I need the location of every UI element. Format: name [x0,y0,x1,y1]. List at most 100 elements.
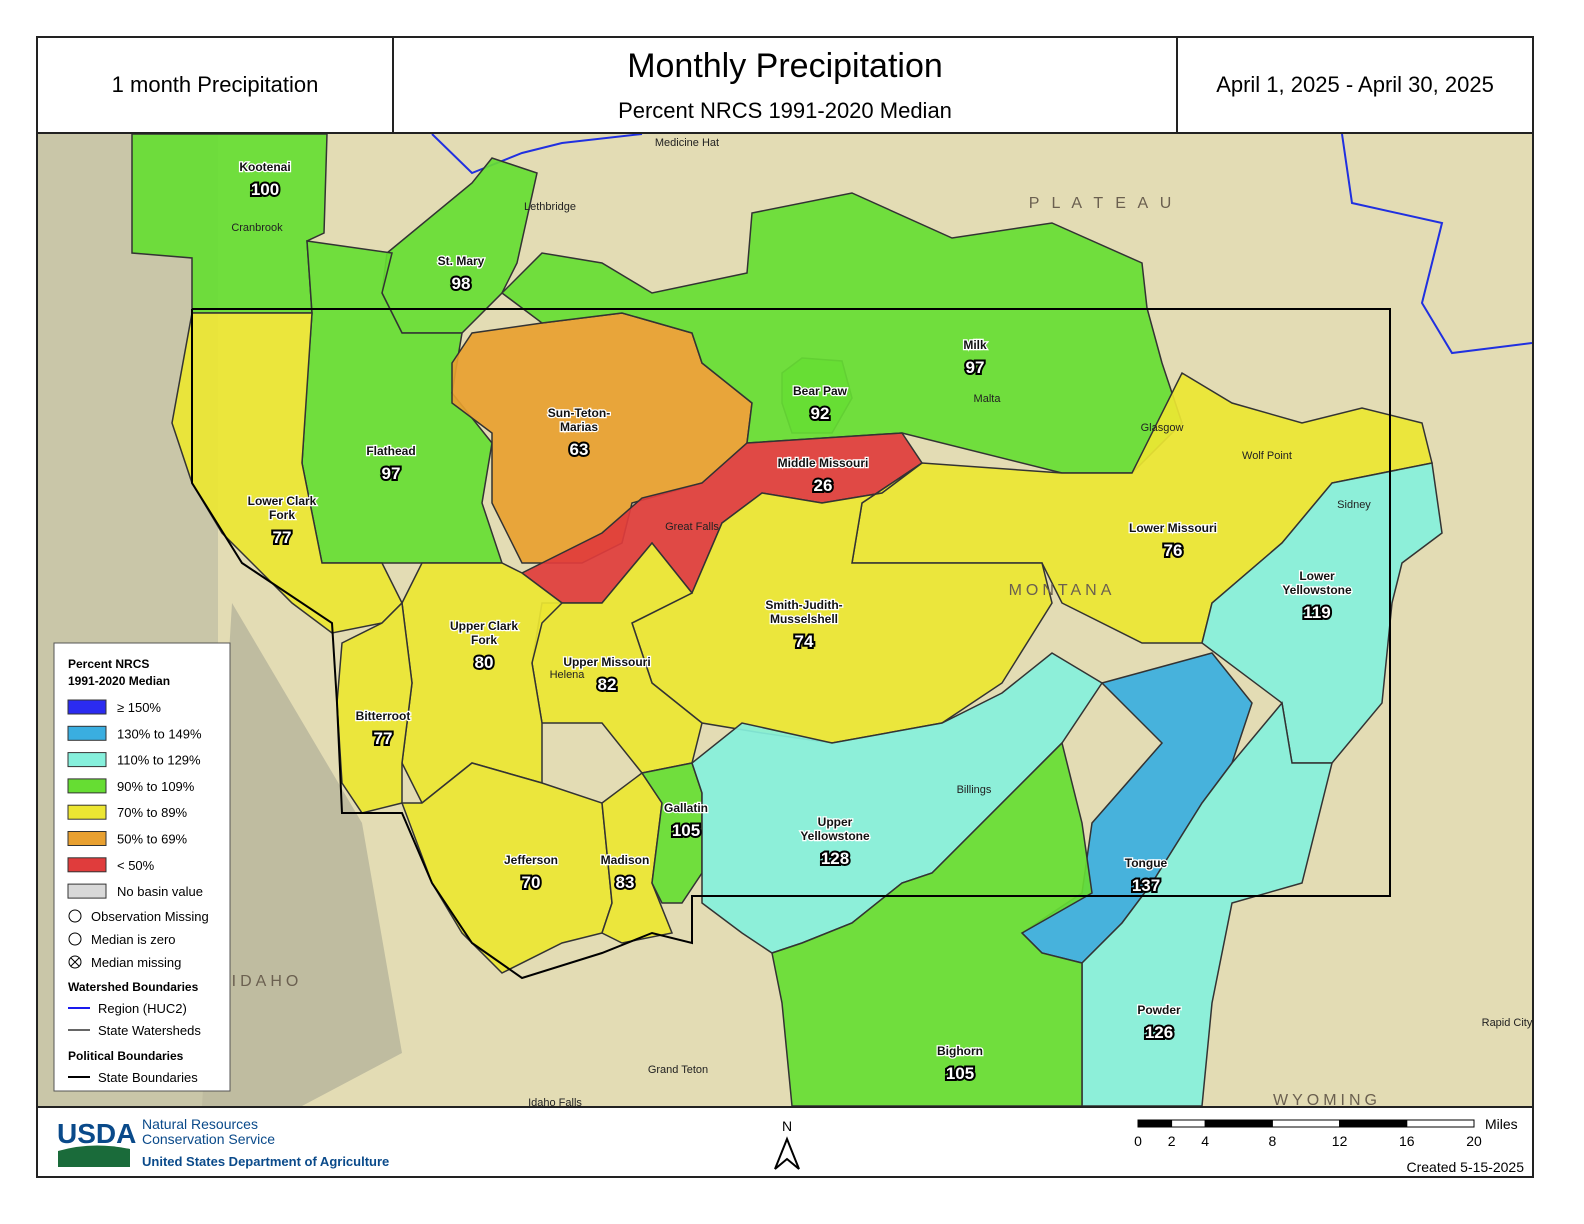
scale-segment [1171,1119,1206,1128]
basin-value: 74 [795,632,814,651]
legend-label: 130% to 149% [117,726,202,741]
place-label: Glasgow [1141,422,1184,434]
basin-name: Gallatin [664,801,708,815]
legend-swatch [67,725,107,741]
basin-name: Musselshell [770,612,838,626]
legend-label: Region (HUC2) [98,1001,187,1016]
map: Medicine Hat Lethbridge Cranbrook Great Fal… [38,134,1532,1175]
scale-tick-label: 20 [1466,1133,1482,1149]
basin-value: 77 [374,729,393,748]
legend-swatch [67,699,107,715]
basin-layer [131,134,1443,1106]
basin-value: 97 [966,358,985,377]
scale-segment [1339,1119,1408,1128]
basin-value: 137 [1132,876,1160,895]
scale-tick-label: 4 [1201,1133,1209,1149]
basin-name: Tongue [1125,856,1168,870]
basin-value: 105 [672,821,700,840]
header-title: Monthly Precipitation [627,46,943,85]
legend-section-title: Political Boundaries [68,1049,184,1063]
place-label: Idaho Falls [528,1097,582,1109]
legend-swatch [67,831,107,846]
scale-segment [1271,1119,1341,1128]
basin-name: Middle Missouri [778,456,869,470]
basin-area [401,562,564,805]
bitterroot-terrain [202,603,402,1106]
basin-value: 83 [616,873,635,892]
basin-name: Jefferson [504,853,558,867]
legend-swatch [67,752,107,768]
basin-value: 80 [475,653,494,672]
map-frame: 1 month Precipitation Monthly Precipitat… [36,36,1534,1178]
legend-label: < 50% [117,858,155,873]
basin-name: St. Mary [438,254,485,268]
huc-region-line [431,134,643,175]
place-label: MONTANA [1009,582,1116,599]
scale-tick-label: 8 [1269,1133,1277,1149]
legend-label: 70% to 89% [117,805,188,820]
basin-value: 92 [811,404,830,423]
legend-label: 50% to 69% [117,832,188,847]
basin-name: Yellowstone [800,829,870,843]
legend-symbol [68,932,82,946]
basin-name: Marias [560,420,598,434]
agency-name: Conservation Service [142,1131,275,1147]
legend-swatch [67,778,107,794]
basin-value: 70 [522,873,541,892]
place-label: Cranbrook [231,222,283,234]
legend: Percent NRCS 1991-2020 Median ≥ 150% 130% t… [53,642,231,1092]
legend-label: 110% to 129% [117,753,201,768]
agency-name: Natural Resources [142,1116,258,1132]
basin-area [500,192,1183,474]
map-body: Medicine Hat Lethbridge Cranbrook Great Fal… [38,134,1532,1109]
place-label: Rapid City [1482,1017,1532,1029]
place-label: Lethbridge [524,201,576,213]
legend-swatch [67,804,107,820]
scale-tick-label: 2 [1168,1133,1176,1149]
legend-title: Percent NRCS [68,657,149,671]
legend-label: Observation Missing [91,909,209,924]
header-left: 1 month Precipitation [111,72,319,97]
legend-label: Median missing [91,955,181,970]
basin-name: Bitterroot [356,709,411,723]
usda-logo: USDA [57,1118,136,1149]
basin-name: Lower Missouri [1129,521,1217,535]
place-label: Wolf Point [1242,450,1292,462]
basin-name: Bear Paw [793,384,848,398]
basin-name: Yellowstone [1282,583,1352,597]
huc-region-line [1341,134,1532,355]
basin-value: 76 [1164,541,1183,560]
basin-value: 100 [251,180,279,199]
department-name: United States Department of Agriculture [142,1154,389,1169]
legend-symbol-cross [70,957,80,967]
legend-symbol [68,909,82,923]
basin-value: 77 [273,528,292,547]
basin-name: Milk [963,338,987,352]
basin-name: Flathead [366,444,415,458]
scale-segment [1204,1119,1273,1128]
place-label: Great Falls [665,521,719,533]
basin-name: Kootenai [239,160,290,174]
scale-segment [1406,1119,1475,1128]
legend-label: ≥ 150% [117,700,161,715]
basin-name: Fork [269,508,295,522]
north-label: N [782,1118,792,1134]
basin-name: Powder [1137,1003,1181,1017]
place-layer: Medicine Hat Lethbridge Cranbrook Great Fal… [231,137,1532,1109]
basin-name: Sun-Teton- [548,406,610,420]
basin-name: Lower [1299,569,1335,583]
legend-swatch [67,857,107,873]
legend-label: State Watersheds [98,1023,201,1038]
basin-name: Lower Clark [248,494,317,508]
legend-title: 1991-2020 Median [68,674,170,688]
basin-name: Upper Clark [450,619,518,633]
state-boundary [191,308,1391,980]
legend-section-title: Watershed Boundaries [68,980,199,994]
basin-name: Upper [818,815,853,829]
basin-name: Bighorn [937,1044,983,1058]
place-label: Billings [957,784,992,796]
place-label: Helena [550,669,586,681]
header-center-cell: Monthly Precipitation Percent NRCS 1991-… [394,38,1178,134]
